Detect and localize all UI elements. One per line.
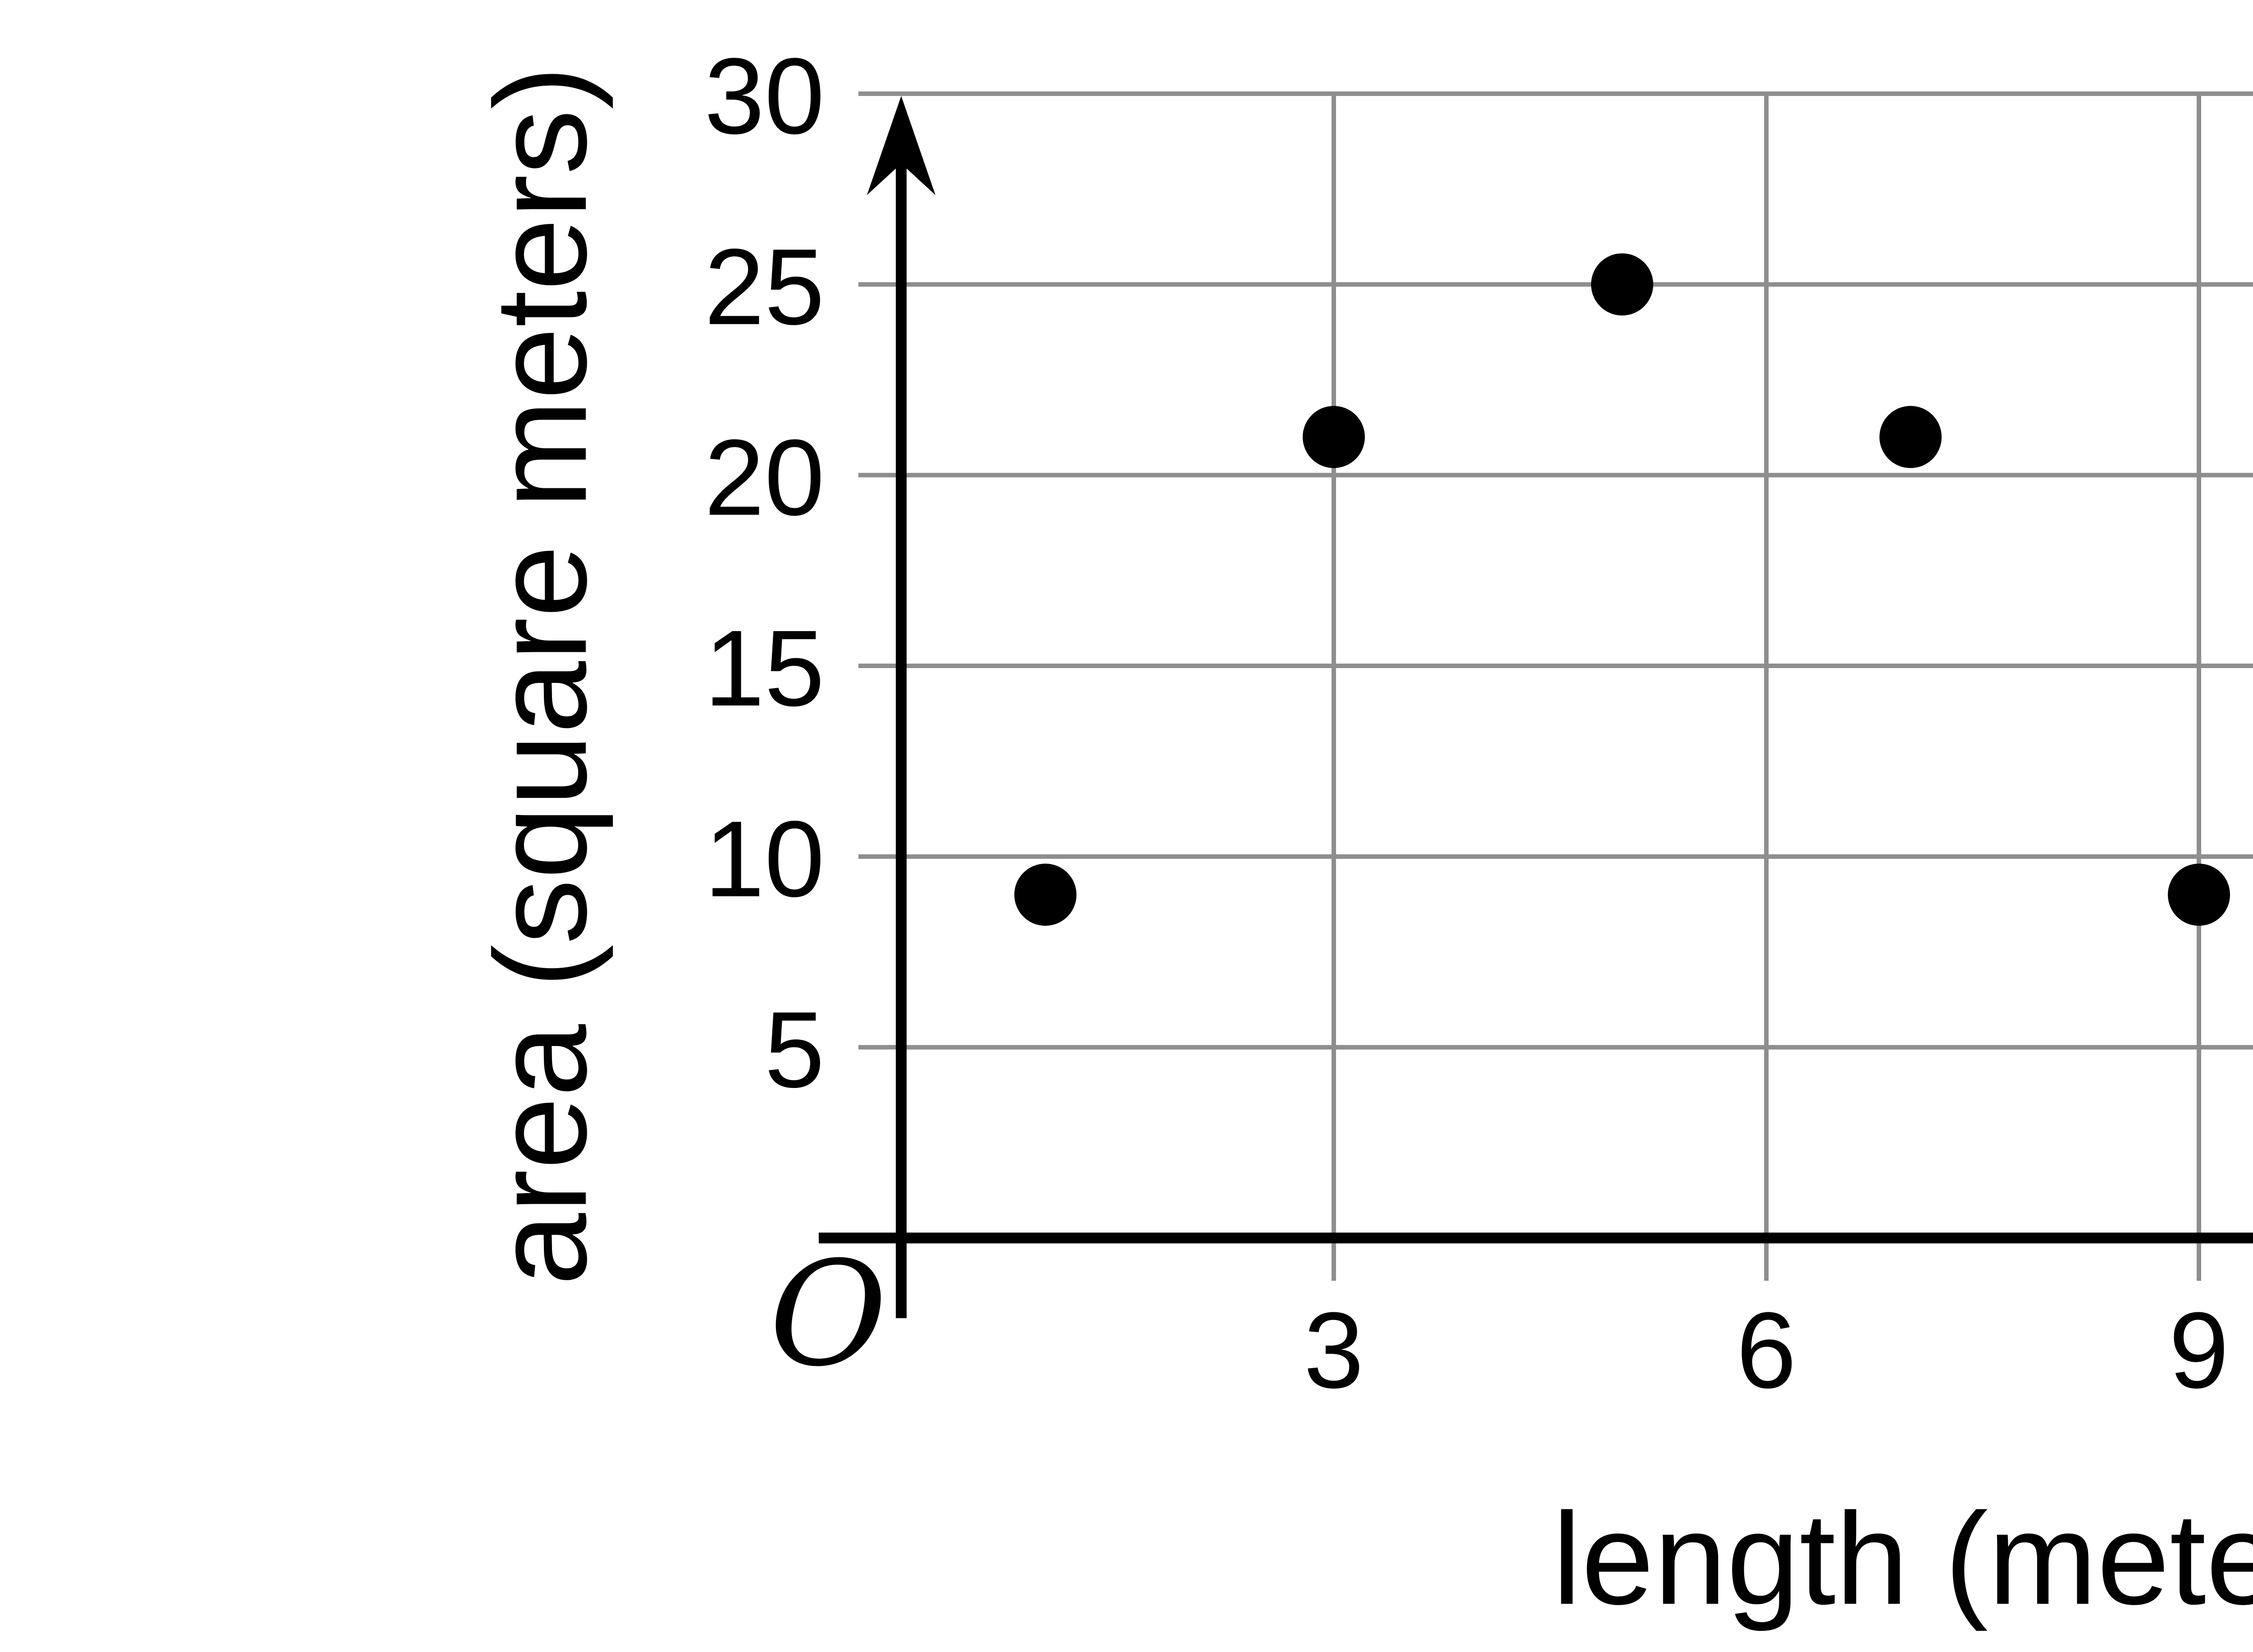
y-tick-label-5: 5 bbox=[765, 989, 825, 1110]
x-tick-label-9: 9 bbox=[2169, 1290, 2229, 1411]
data-point-9-9 bbox=[2168, 863, 2230, 926]
y-axis-arrowhead bbox=[867, 96, 935, 195]
data-points-layer bbox=[1014, 253, 2230, 926]
grid-layer bbox=[858, 91, 2253, 1281]
data-point-5-25 bbox=[1591, 253, 1653, 316]
tick-labels-layer: 510152025303691215 bbox=[704, 36, 2229, 1411]
y-tick-label-15: 15 bbox=[704, 608, 825, 728]
y-tick-label-25: 25 bbox=[704, 226, 825, 347]
axis-layer bbox=[819, 96, 2253, 1318]
y-tick-label-10: 10 bbox=[704, 798, 825, 919]
data-point-7-21 bbox=[1879, 405, 1942, 468]
y-tick-label-20: 20 bbox=[704, 417, 825, 538]
x-tick-label-3: 3 bbox=[1304, 1290, 1364, 1411]
y-tick-label-30: 30 bbox=[704, 36, 825, 156]
x-axis-title: length (meters) bbox=[1552, 1486, 2253, 1632]
y-axis-title: area (square meters) bbox=[468, 66, 614, 1286]
data-point-3-21 bbox=[1303, 405, 1365, 468]
origin-label: O bbox=[769, 1231, 887, 1398]
data-point-1-9 bbox=[1014, 863, 1076, 926]
x-tick-label-6: 6 bbox=[1736, 1290, 1796, 1411]
